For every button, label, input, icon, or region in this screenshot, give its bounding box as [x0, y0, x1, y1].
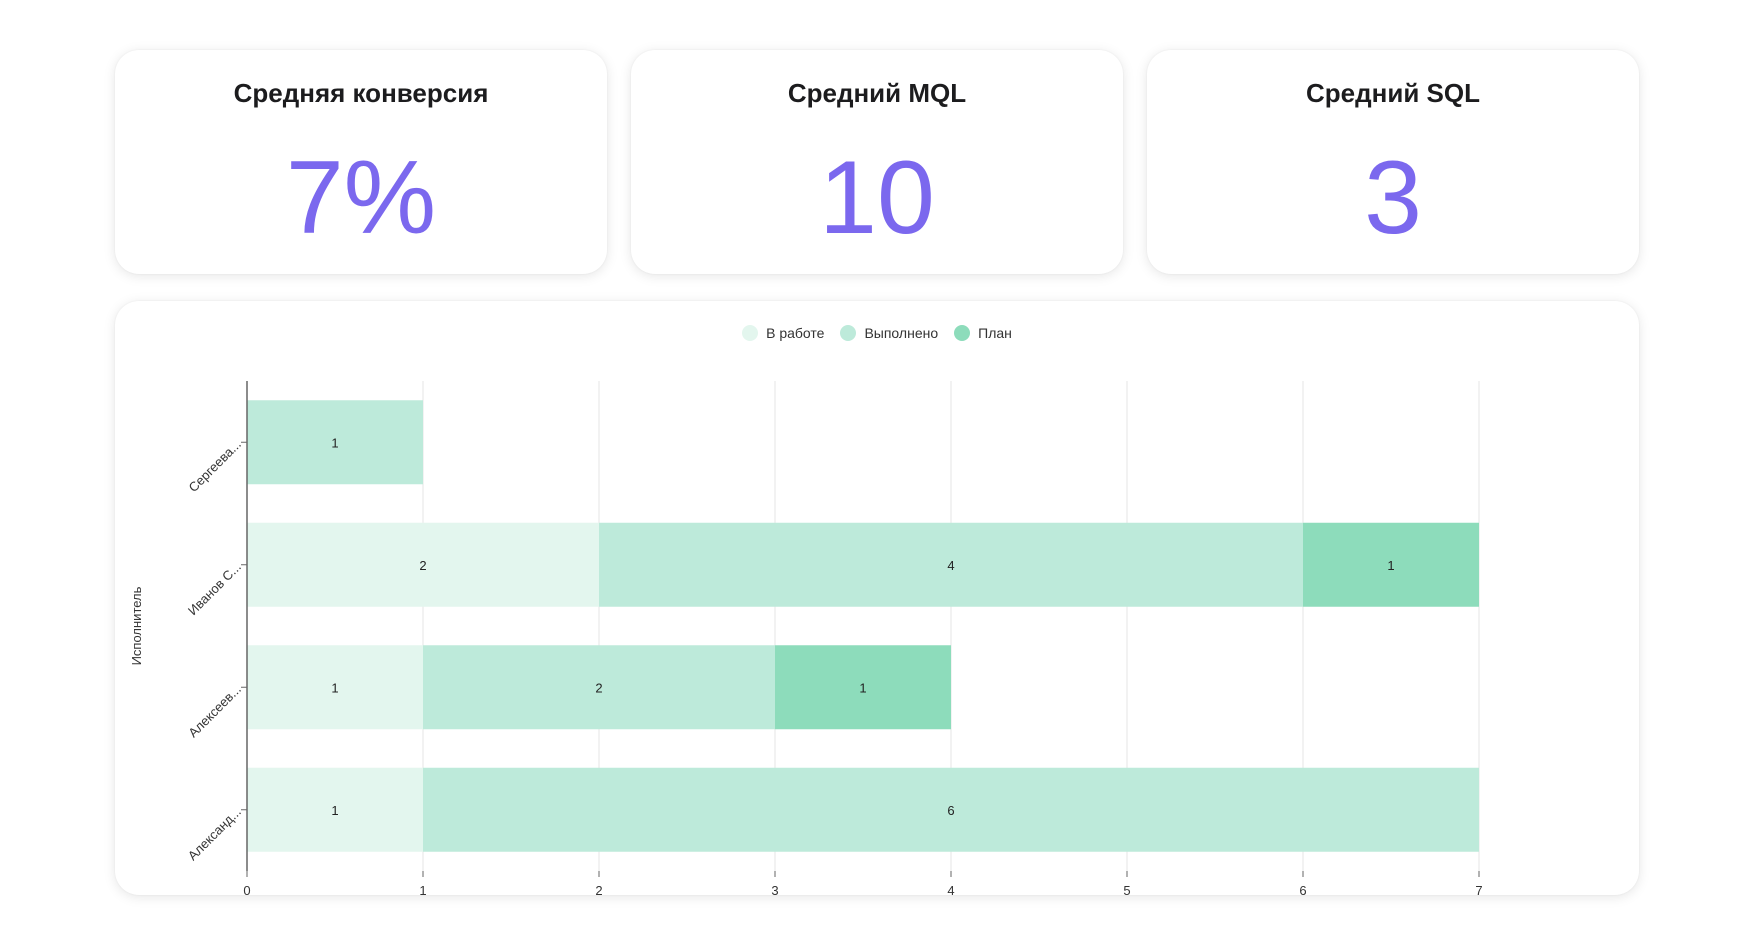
- kpi-title: Средний MQL: [787, 78, 967, 108]
- bar-value-label: 2: [419, 558, 426, 573]
- kpi-value: 7%: [285, 140, 437, 256]
- y-category-label: Сергеева...: [186, 437, 244, 495]
- bar-segment: [775, 645, 951, 730]
- legend-item-plan[interactable]: План: [954, 325, 1012, 341]
- bar-value-label: 6: [947, 803, 954, 818]
- kpi-value: 3: [1364, 140, 1422, 256]
- legend-item-in-progress[interactable]: В работе: [742, 325, 824, 341]
- x-tick-label: 7: [1475, 883, 1482, 895]
- bar-value-label: 4: [947, 558, 954, 573]
- bar-segment: [599, 522, 1303, 607]
- bar-value-label: 1: [331, 803, 338, 818]
- bar-segment: [247, 645, 423, 730]
- x-tick-label: 3: [771, 883, 778, 895]
- bar-value-label: 2: [595, 680, 602, 695]
- legend-item-done[interactable]: Выполнено: [840, 325, 938, 341]
- kpi-card-sql: Средний SQL 3: [1147, 50, 1639, 274]
- bar-segment: [247, 400, 423, 485]
- bar-value-label: 1: [1387, 558, 1394, 573]
- bar-segment: [423, 767, 1479, 852]
- chart-card: В работе Выполнено План 0 1 2 3 4 5 6 7 1 Сергеев…: [115, 301, 1639, 895]
- x-tick-label: 5: [1123, 883, 1130, 895]
- bar-segment: [1303, 522, 1479, 607]
- y-category-label: Иванов С...: [185, 559, 244, 618]
- bar-value-label: 1: [859, 680, 866, 695]
- legend-dot-in-progress: [742, 325, 759, 341]
- kpi-value: 10: [819, 140, 935, 256]
- x-tick-label: 2: [595, 883, 602, 895]
- stacked-bar-chart: 0 1 2 3 4 5 6 7 1 Сергеева... 2 4 1 Иванов С... 1 2 1 Але…: [129, 381, 1483, 895]
- chart-legend: В работе Выполнено План: [115, 325, 1639, 341]
- y-category-label: Александ...: [185, 804, 244, 863]
- legend-dot-plan: [954, 325, 971, 341]
- bar-segment: [247, 767, 423, 852]
- legend-label: В работе: [766, 325, 825, 341]
- x-tick-label: 0: [243, 883, 250, 895]
- x-tick-label: 6: [1299, 883, 1306, 895]
- kpi-card-mql: Средний MQL 10: [631, 50, 1123, 274]
- y-axis-title: Исполнитель: [129, 586, 144, 665]
- kpi-title: Средний SQL: [1306, 78, 1480, 108]
- bar-value-label: 1: [331, 435, 338, 450]
- x-tick-label: 4: [947, 883, 954, 895]
- bar-segment: [247, 522, 599, 607]
- bar-value-label: 1: [331, 680, 338, 695]
- x-tick-label: 1: [419, 883, 426, 895]
- legend-label: Выполнено: [864, 325, 939, 341]
- y-category-label: Алексеев...: [185, 682, 244, 741]
- bar-segment: [423, 645, 775, 730]
- legend-dot-done: [840, 325, 857, 341]
- kpi-title: Средняя конверсия: [233, 78, 489, 108]
- legend-label: План: [978, 325, 1012, 341]
- kpi-card-conversion: Средняя конверсия 7%: [115, 50, 607, 274]
